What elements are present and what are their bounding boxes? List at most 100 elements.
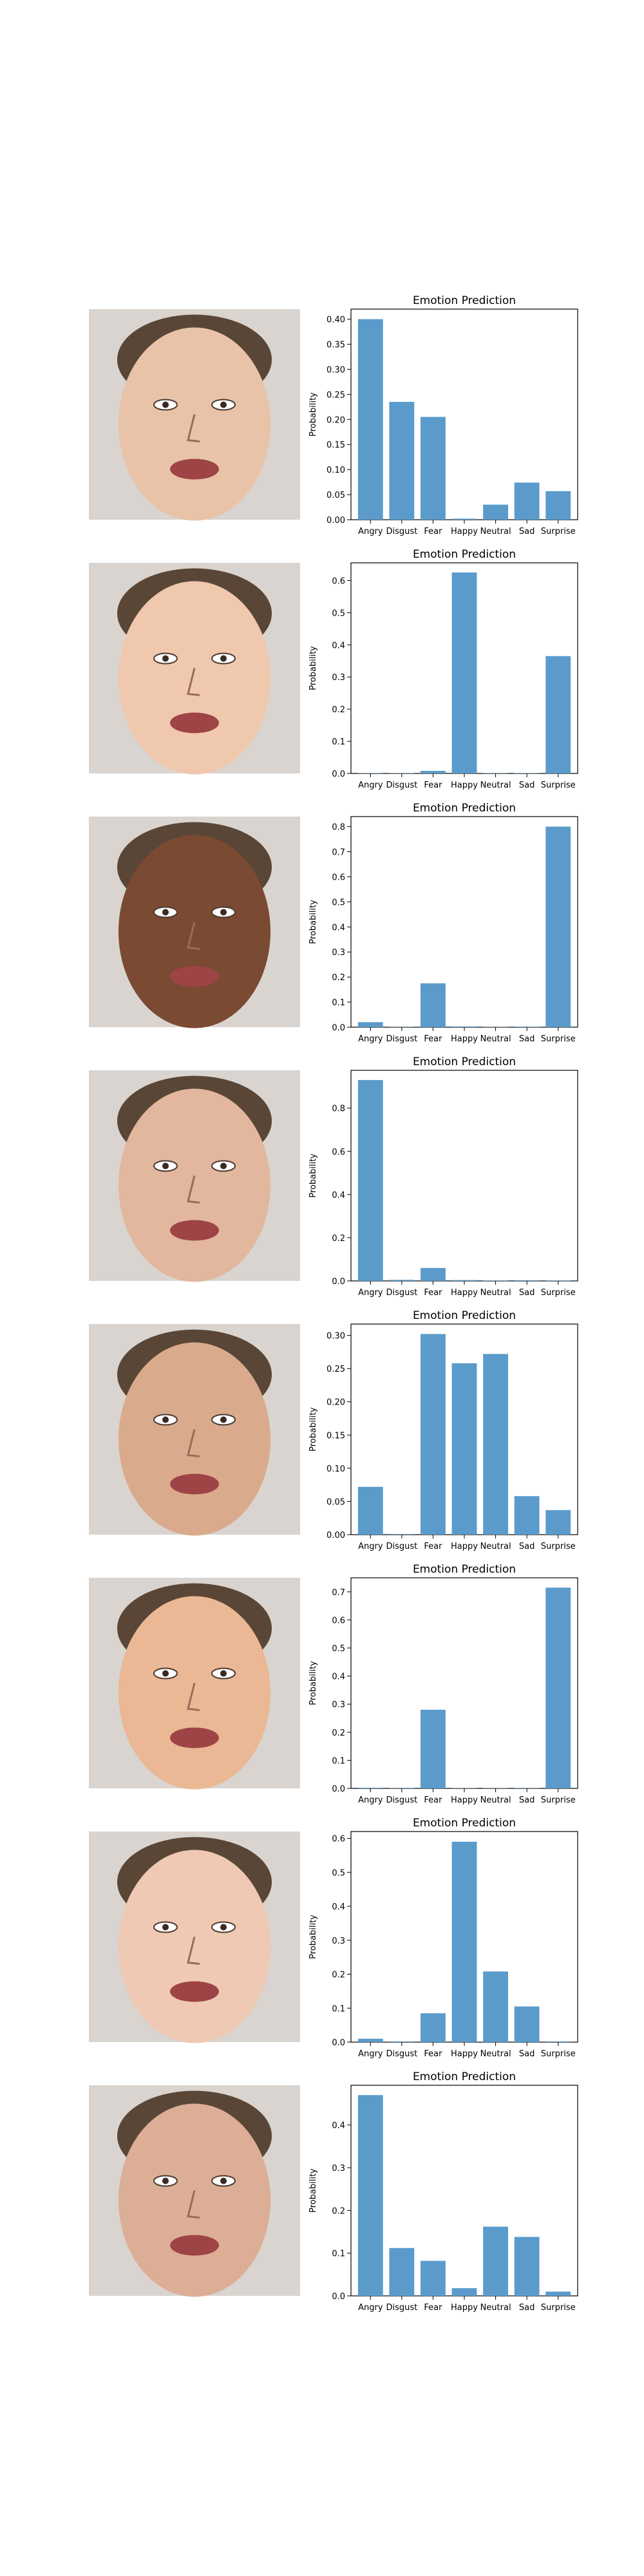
y-tick-label: 0.3 xyxy=(332,948,345,958)
y-tick-label: 0.5 xyxy=(332,1868,345,1878)
bar-surprise xyxy=(545,826,571,1027)
x-tick-label-disgust: Disgust xyxy=(386,1288,417,1298)
chart-panel-1: Emotion Prediction 0.00 0.05 0.10 0.15 0.20 0.… xyxy=(89,294,578,536)
y-tick-label: 0.1 xyxy=(332,737,345,747)
y-tick-label: 0.4 xyxy=(332,1672,345,1682)
y-tick-label: 0.6 xyxy=(332,873,345,882)
nose-icon xyxy=(187,1937,200,1965)
bar-neutral xyxy=(483,1354,508,1535)
y-tick-label: 0.0 xyxy=(332,770,345,779)
x-tick-label-angry: Angry xyxy=(358,2049,383,2059)
chart-title: Emotion Prediction xyxy=(413,2070,516,2083)
y-tick-label: 0.10 xyxy=(327,1464,345,1474)
y-tick-label: 0.20 xyxy=(327,415,345,425)
y-tick-label: 0.8 xyxy=(332,823,345,833)
left-pupil-icon xyxy=(162,1162,169,1170)
bar-fear xyxy=(421,417,446,520)
x-tick-label-disgust: Disgust xyxy=(386,2049,417,2059)
bar-happy xyxy=(451,1280,477,1281)
chart-title: Emotion Prediction xyxy=(413,802,516,815)
x-tick-label-fear: Fear xyxy=(424,2303,442,2313)
face-shape xyxy=(118,1850,270,2043)
x-tick-label-sad: Sad xyxy=(519,2049,535,2059)
face-shape xyxy=(118,581,270,775)
left-pupil-icon xyxy=(162,1416,169,1423)
nose-icon xyxy=(187,1175,200,1204)
y-tick-label: 0.05 xyxy=(327,1497,345,1507)
bar-fear xyxy=(421,2013,446,2042)
bar-surprise xyxy=(545,656,571,773)
y-tick-label: 0.3 xyxy=(332,1937,345,1946)
left-pupil-icon xyxy=(162,401,169,408)
mouth-icon xyxy=(170,712,219,734)
face-photo xyxy=(89,1832,300,2043)
y-tick-label: 0.00 xyxy=(327,516,345,526)
y-tick-label: 0.1 xyxy=(332,2004,345,2014)
face-shape xyxy=(118,1088,270,1282)
x-tick-label-neutral: Neutral xyxy=(480,2303,511,2313)
x-tick-label-neutral: Neutral xyxy=(480,1795,511,1805)
x-tick-label-fear: Fear xyxy=(424,1795,442,1805)
y-tick-label: 0.10 xyxy=(327,466,345,475)
x-tick-label-surprise: Surprise xyxy=(541,781,576,790)
face-photo xyxy=(89,1578,300,1790)
x-tick-label-disgust: Disgust xyxy=(386,1542,417,1551)
chart-panel-8: Emotion Prediction 0.0 0.1 0.2 0.3 0.4 Probabi… xyxy=(89,2070,578,2313)
face-photo xyxy=(89,563,300,775)
y-tick-label: 0.0 xyxy=(332,1277,345,1287)
bar-surprise xyxy=(545,1510,571,1535)
bar-surprise xyxy=(545,1280,571,1281)
y-tick-label: 0.1 xyxy=(332,1756,345,1766)
x-tick-label-surprise: Surprise xyxy=(541,1542,576,1551)
x-tick-label-surprise: Surprise xyxy=(541,527,576,536)
x-tick-label-surprise: Surprise xyxy=(541,1034,576,1044)
nose-icon xyxy=(187,668,200,696)
chart-panel-6: Emotion Prediction 0.0 0.1 0.2 0.3 0.4 0.5 0.6 0… xyxy=(89,1563,578,1805)
y-tick-label: 0.2 xyxy=(332,2206,345,2216)
bar-fear xyxy=(421,2260,446,2296)
left-pupil-icon xyxy=(162,2177,169,2184)
y-tick-label: 0.7 xyxy=(332,1588,345,1598)
bar-surprise xyxy=(545,2041,571,2042)
y-tick-label: 0.6 xyxy=(332,1148,345,1157)
x-tick-label-sad: Sad xyxy=(519,781,535,790)
bar-angry xyxy=(357,1486,383,1535)
x-tick-label-happy: Happy xyxy=(451,2049,478,2059)
nose-icon xyxy=(187,2190,200,2219)
x-tick-label-neutral: Neutral xyxy=(480,1288,511,1298)
y-tick-label: 0.40 xyxy=(327,316,345,325)
y-tick-label: 0.0 xyxy=(332,1785,345,1794)
y-tick-label: 0.0 xyxy=(332,2292,345,2302)
y-axis-label: Probability xyxy=(308,1915,318,1959)
y-tick-label: 0.6 xyxy=(332,576,345,586)
x-tick-label-sad: Sad xyxy=(519,527,535,536)
right-pupil-icon xyxy=(220,2177,227,2184)
y-tick-label: 0.3 xyxy=(332,673,345,683)
x-tick-label-fear: Fear xyxy=(424,1034,442,1044)
bar-sad xyxy=(514,1496,540,1535)
x-tick-label-surprise: Surprise xyxy=(541,1288,576,1298)
mouth-icon xyxy=(170,1727,219,1748)
right-pupil-icon xyxy=(220,1162,227,1170)
y-axis-label: Probability xyxy=(308,1407,318,1452)
face-shape xyxy=(118,1596,270,1790)
y-tick-label: 0.20 xyxy=(327,1398,345,1408)
x-tick-label-disgust: Disgust xyxy=(386,527,417,536)
bar-happy xyxy=(451,1363,477,1535)
y-tick-label: 0.05 xyxy=(327,491,345,500)
bar-disgust xyxy=(389,1280,415,1281)
y-tick-label: 0.5 xyxy=(332,1644,345,1654)
face-shape xyxy=(118,2103,270,2297)
x-tick-label-disgust: Disgust xyxy=(386,1795,417,1805)
x-tick-label-fear: Fear xyxy=(424,1542,442,1551)
axes-frame xyxy=(350,2085,578,2297)
y-axis-label: Probability xyxy=(308,2168,318,2213)
y-tick-label: 0.2 xyxy=(332,1234,345,1244)
bar-happy xyxy=(451,1841,477,2042)
y-tick-label: 0.35 xyxy=(327,341,345,350)
x-tick-label-happy: Happy xyxy=(451,1034,478,1044)
x-tick-label-neutral: Neutral xyxy=(480,527,511,536)
x-tick-label-happy: Happy xyxy=(451,1795,478,1805)
face-shape xyxy=(118,1342,270,1536)
face-photo xyxy=(89,309,300,521)
